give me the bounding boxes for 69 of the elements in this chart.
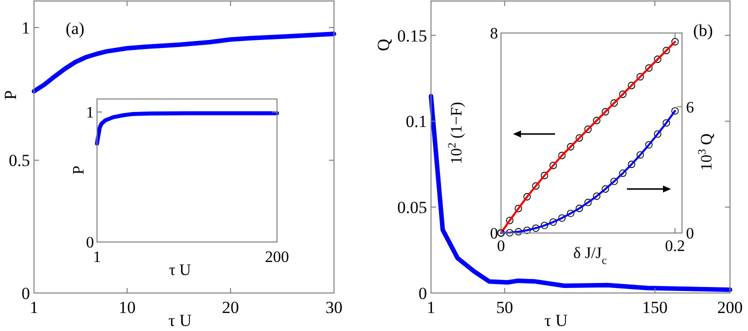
point [602,108,610,116]
point [662,119,670,127]
point [532,182,540,190]
x-tick-label: 30 [326,298,342,317]
point [671,38,679,46]
x-tick-label: 50 [496,298,514,317]
point [540,172,548,180]
x-axis-title: τ U [544,311,568,330]
y-tick-label: 1 [22,18,30,38]
x-tick-label: 200 [717,298,743,317]
y-tick-label: 0 [22,284,30,303]
point [584,126,592,133]
point [610,99,618,107]
x-tick-label: 150 [642,298,668,317]
point [593,116,600,124]
point [610,178,618,186]
y2-tick-label: 0 [686,226,694,243]
line-series [95,111,279,146]
point [558,152,566,160]
point [566,210,574,218]
point [514,204,522,212]
annotation: (a) [66,19,84,38]
x-axis-title: δ J/J$_{c}$ [573,245,607,267]
point [654,130,662,138]
x-tick-label: 200 [265,249,289,266]
point [550,162,557,170]
point [619,170,627,177]
point [576,204,584,212]
point [566,143,574,150]
y-tick-label: 8 [490,26,498,43]
y-tick-label: 0.05 [397,198,427,218]
x-axis-title: τ U [169,262,192,279]
point [593,192,600,200]
point [550,218,557,226]
point [576,134,584,142]
point [636,73,644,80]
annotation: (b) [693,21,713,40]
point [540,222,548,230]
y-tick-label: 0.5 [8,151,30,170]
y-axis-title: Q [374,38,393,52]
y-tick-label: 0.15 [397,26,427,46]
point [514,228,522,236]
x-tick-label: 10 [118,298,136,317]
point [506,229,514,236]
x-tick-label: 20 [222,298,240,317]
y-tick-label: 0 [418,284,427,303]
point [645,141,653,148]
point [506,216,514,224]
point [619,90,627,98]
point [532,224,540,232]
point [584,198,592,206]
x-axis-title: τ U [168,311,192,330]
y2-tick-label: 6 [686,99,694,116]
point [602,185,610,193]
point [671,107,679,115]
x-tick-label: 0.2 [665,238,686,255]
point [628,160,636,168]
y-axis-title: P [70,165,88,174]
point [523,226,531,234]
point [628,82,636,90]
point [662,46,670,54]
line-series [428,94,732,292]
point [523,193,531,200]
point [645,64,653,72]
y-axis-title: P [0,90,20,100]
y-tick-label: 0.1 [406,112,427,132]
point [654,56,662,63]
point [558,214,566,222]
point [636,151,644,159]
